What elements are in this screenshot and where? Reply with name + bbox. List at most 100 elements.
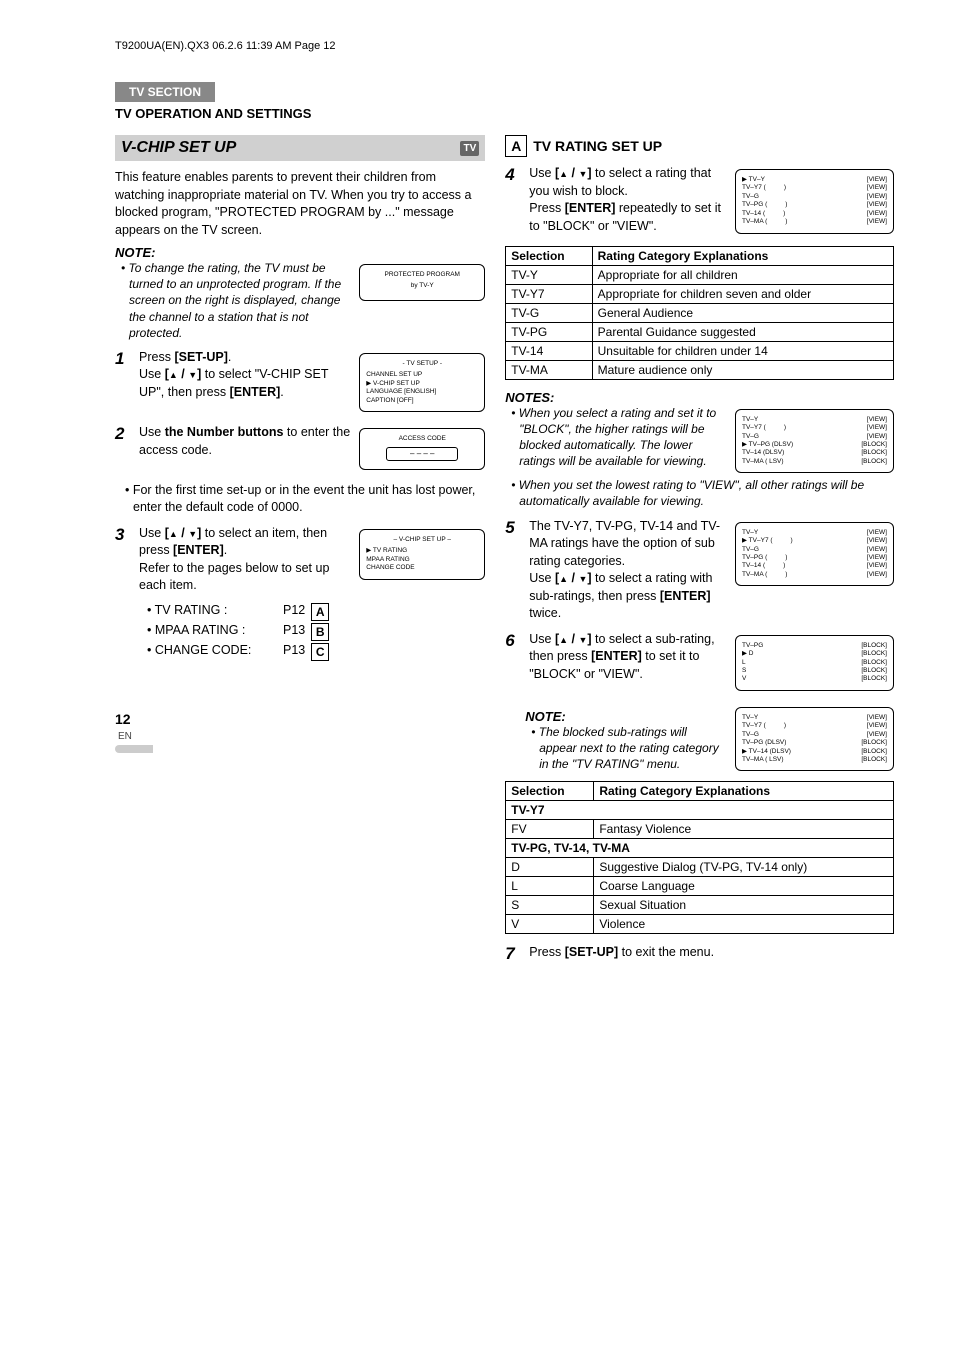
access-box: ACCESS CODE – – – – <box>359 428 485 470</box>
note-6: • The blocked sub-ratings will appear ne… <box>539 724 727 773</box>
menu-row: TV–G[VIEW] <box>742 731 887 739</box>
menu-row: TV–Y[VIEW] <box>742 714 887 722</box>
ratings-menu-5: TV–Y[VIEW]▶ TV–Y7 ()[VIEW] TV–G[VIEW] TV… <box>735 522 894 587</box>
sub-label: • TV RATING : <box>147 603 277 621</box>
note-r1: • When you select a rating and set it to… <box>519 405 727 470</box>
box-c: C <box>311 643 329 661</box>
ratings-menu-1: ▶ TV–Y[VIEW] TV–Y7 ()[VIEW] TV–G[VIEW] T… <box>735 169 894 234</box>
vchip-menu-row: MPAA RATING <box>366 556 478 564</box>
ratings-menu-final: TV–Y[VIEW] TV–Y7 ()[VIEW] TV–G[VIEW] TV–… <box>735 707 894 772</box>
vchip-heading: V-CHIP SET UP TV <box>115 135 485 161</box>
intro-text: This feature enables parents to prevent … <box>115 169 485 239</box>
sub-page: P13 <box>283 643 305 661</box>
step-3-text: Use [▲ / ▼] to select an item, then pres… <box>139 525 351 595</box>
section-badge: TV SECTION <box>115 82 215 102</box>
sub-page: P13 <box>283 623 305 641</box>
step-num-3: 3 <box>115 525 131 595</box>
setup-row: ▶ V-CHIP SET UP <box>366 380 478 388</box>
sub-page: P12 <box>283 603 305 621</box>
menu-row: S[BLOCK] <box>742 667 887 675</box>
sub-label: • CHANGE CODE: <box>147 643 277 661</box>
menu-row: TV–14 ()[VIEW] <box>742 562 887 570</box>
menu-row: TV–MA ()[VIEW] <box>742 571 887 579</box>
th-explanation: Rating Category Explanations <box>592 246 893 265</box>
step-6-text: Use [▲ / ▼] to select a sub-rating, then… <box>529 631 727 684</box>
menu-row: TV–Y7 ()[VIEW] <box>742 424 887 432</box>
pagenum-decoration <box>115 745 153 753</box>
menu-row: ▶ D[BLOCK] <box>742 650 887 658</box>
access-code: – – – – <box>386 447 458 461</box>
menu-row: TV–MA ( LSV)[BLOCK] <box>742 458 887 466</box>
vchip-menu-title: – V-CHIP SET UP – <box>366 536 478 544</box>
vchip-menu-row: CHANGE CODE <box>366 564 478 572</box>
group-tv-y7: TV-Y7 <box>506 801 894 820</box>
group-tv-pg: TV-PG, TV-14, TV-MA <box>506 839 894 858</box>
table-row: TV-Y7Appropriate for children seven and … <box>506 284 894 303</box>
step-num-4: 4 <box>505 165 521 238</box>
step-5-text: The TV-Y7, TV-PG, TV-14 and TV-MA rating… <box>529 518 727 623</box>
step-4-text: Use [▲ / ▼] to select a rating that you … <box>529 165 727 235</box>
menu-row: TV–G[VIEW] <box>742 433 887 441</box>
tv-setup-menu: - TV SETUP - CHANNEL SET UP ▶ V-CHIP SET… <box>359 353 485 412</box>
setup-title: - TV SETUP - <box>366 360 478 368</box>
section-letter-a: A <box>505 135 527 157</box>
protected-l2: by TV-Y <box>366 282 478 290</box>
menu-row: TV–G[VIEW] <box>742 546 887 554</box>
heading-text: V-CHIP SET UP <box>121 139 236 157</box>
header-info: T9200UA(EN).QX3 06.2.6 11:39 AM Page 12 <box>115 40 894 52</box>
menu-row: TV–PG ()[VIEW] <box>742 554 887 562</box>
menu-row: TV–PG (DLSV)[BLOCK] <box>742 739 887 747</box>
step-num-5: 5 <box>505 518 521 623</box>
page-number: 12 EN <box>115 711 485 753</box>
setup-row: CHANNEL SET UP <box>366 371 478 379</box>
step-num-1: 1 <box>115 349 131 416</box>
menu-row: ▶ TV–PG (DLSV)[BLOCK] <box>742 441 887 449</box>
ratings-menu-block: TV–Y[VIEW] TV–Y7 ()[VIEW] TV–G[VIEW]▶ TV… <box>735 409 894 474</box>
table-row: FVFantasy Violence <box>506 820 894 839</box>
table-row: TV-YAppropriate for all children <box>506 265 894 284</box>
step-num-6: 6 <box>505 631 521 695</box>
menu-row: TV–14 ()[VIEW] <box>742 210 887 218</box>
menu-row: ▶ TV–14 (DLSV)[BLOCK] <box>742 748 887 756</box>
table-row: TV-14Unsuitable for children under 14 <box>506 341 894 360</box>
menu-row: ▶ TV–Y[VIEW] <box>742 176 887 184</box>
pagenum-lang: EN <box>118 731 132 742</box>
menu-row: TV–Y7 ()[VIEW] <box>742 184 887 192</box>
table-row: LCoarse Language <box>506 877 894 896</box>
step-7-text: Press [SET-UP] to exit the menu. <box>529 944 894 964</box>
note-label: NOTE: <box>115 245 485 260</box>
th-explanation: Rating Category Explanations <box>594 782 894 801</box>
section-title: TV OPERATION AND SETTINGS <box>115 106 894 121</box>
menu-row: TV–G[VIEW] <box>742 193 887 201</box>
box-a: A <box>311 603 329 621</box>
menu-row: V[BLOCK] <box>742 675 887 683</box>
menu-row: TV–14 (DLSV)[BLOCK] <box>742 449 887 457</box>
menu-row: TV–PG ()[VIEW] <box>742 201 887 209</box>
menu-row: L[BLOCK] <box>742 659 887 667</box>
pagenum-num: 12 <box>115 711 131 727</box>
note-r2: • When you set the lowest rating to "VIE… <box>519 477 894 509</box>
menu-row: TV–MA ()[VIEW] <box>742 218 887 226</box>
sub-item-mpaa: • MPAA RATING : P13 B <box>147 623 485 641</box>
vchip-menu: – V-CHIP SET UP – ▶ TV RATING MPAA RATIN… <box>359 529 485 580</box>
sub-label: • MPAA RATING : <box>147 623 277 641</box>
table-row: TV-GGeneral Audience <box>506 303 894 322</box>
th-selection: Selection <box>506 246 592 265</box>
note-1: • To change the rating, the TV must be t… <box>129 260 351 341</box>
table-row: SSexual Situation <box>506 896 894 915</box>
step-1-text: Press [SET-UP].Use [▲ / ▼] to select "V-… <box>139 349 351 402</box>
protected-l1: PROTECTED PROGRAM <box>366 271 478 279</box>
th-selection: Selection <box>506 782 594 801</box>
protected-box: PROTECTED PROGRAM by TV-Y <box>359 264 485 301</box>
ratings-table-1: SelectionRating Category Explanations TV… <box>505 246 894 380</box>
step-num-7: 7 <box>505 944 521 964</box>
table-row: TV-MAMature audience only <box>506 360 894 379</box>
box-b: B <box>311 623 329 641</box>
step-num-2: 2 <box>115 424 131 474</box>
menu-row: TV–Y[VIEW] <box>742 416 887 424</box>
step-2-text: Use the Number buttons to enter the acce… <box>139 424 351 459</box>
note-6-label: NOTE: <box>525 709 727 724</box>
menu-row: ▶ TV–Y7 ()[VIEW] <box>742 537 887 545</box>
table-row: TV-PGParental Guidance suggested <box>506 322 894 341</box>
table-row: DSuggestive Dialog (TV-PG, TV-14 only) <box>506 858 894 877</box>
